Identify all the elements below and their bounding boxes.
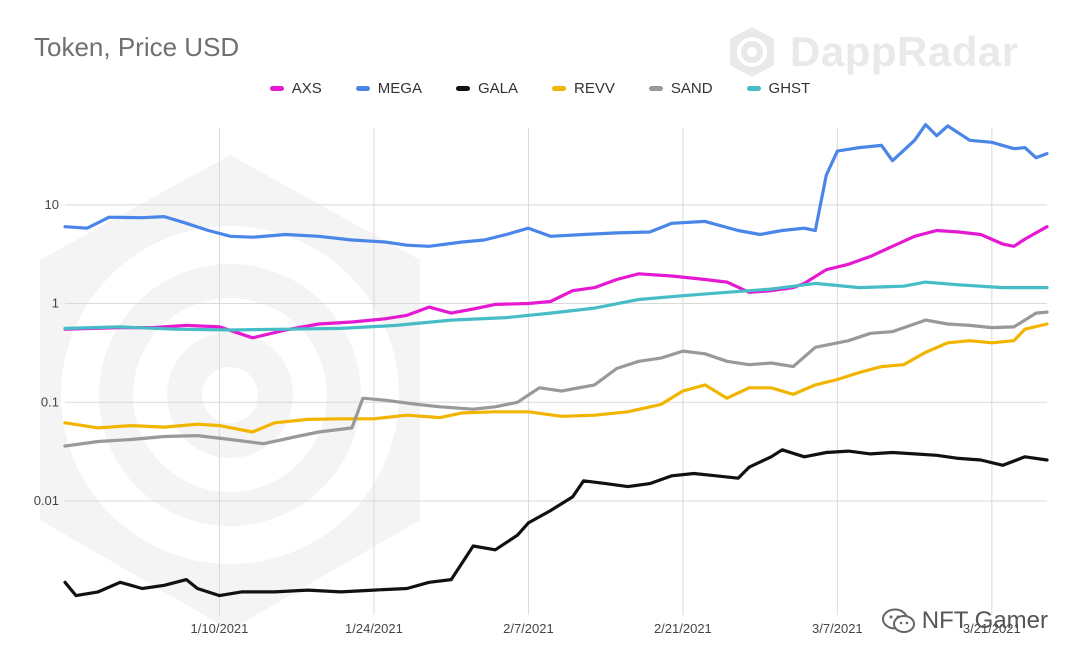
dappradar-wordmark: DappRadar bbox=[790, 28, 1019, 75]
legend-swatch bbox=[648, 86, 663, 91]
series-line-axs bbox=[63, 225, 1049, 340]
legend-label: AXS bbox=[291, 80, 322, 97]
series-line-mega bbox=[63, 123, 1049, 248]
series-line-ghst bbox=[63, 280, 1049, 332]
x-tick-label: 2/21/2021 bbox=[654, 621, 712, 636]
series-line-sand bbox=[63, 310, 1049, 448]
legend-swatch bbox=[269, 86, 284, 91]
legend-label: REVV bbox=[574, 80, 615, 97]
x-tick-label: 3/21/2021 bbox=[963, 621, 1021, 636]
dappradar-logo-icon bbox=[730, 27, 774, 77]
legend-item-ghst: GHST bbox=[746, 80, 811, 97]
legend-swatch bbox=[746, 86, 761, 91]
y-tick-label: 0.01 bbox=[34, 493, 59, 508]
nft-gamer-watermark: NFT Gamer bbox=[881, 607, 1048, 635]
x-tick-label: 1/24/2021 bbox=[345, 621, 403, 636]
legend-swatch bbox=[455, 86, 470, 91]
legend-item-revv: REVV bbox=[552, 80, 615, 97]
x-tick-label: 3/7/2021 bbox=[812, 621, 863, 636]
dappradar-logo: DappRadar bbox=[724, 26, 1019, 78]
y-tick-label: 10 bbox=[45, 197, 59, 212]
legend-item-axs: AXS bbox=[269, 80, 322, 97]
legend-label: SAND bbox=[670, 80, 713, 97]
chart-title: Token, Price USD bbox=[34, 32, 240, 62]
y-tick-label: 0.1 bbox=[41, 394, 59, 409]
legend-label: GHST bbox=[768, 80, 811, 97]
legend-swatch bbox=[355, 86, 370, 91]
legend-item-gala: GALA bbox=[455, 80, 518, 97]
legend-item-sand: SAND bbox=[648, 80, 713, 97]
dappradar-watermark-icon bbox=[40, 155, 420, 630]
legend-label: MEGA bbox=[377, 80, 422, 97]
series-line-gala bbox=[63, 448, 1049, 598]
legend-swatch bbox=[552, 86, 566, 91]
y-tick-label: 1 bbox=[52, 296, 59, 311]
wechat-icon bbox=[881, 608, 915, 633]
watermark-text: NFT Gamer bbox=[921, 607, 1048, 634]
x-tick-label: 2/7/2021 bbox=[503, 621, 554, 636]
chart-legend: AXS MEGA GALA REVV SAND GHST bbox=[0, 80, 1080, 97]
legend-label: GALA bbox=[477, 80, 518, 97]
series-line-revv bbox=[63, 322, 1049, 434]
legend-item-mega: MEGA bbox=[355, 80, 422, 97]
x-tick-label: 1/10/2021 bbox=[191, 621, 249, 636]
